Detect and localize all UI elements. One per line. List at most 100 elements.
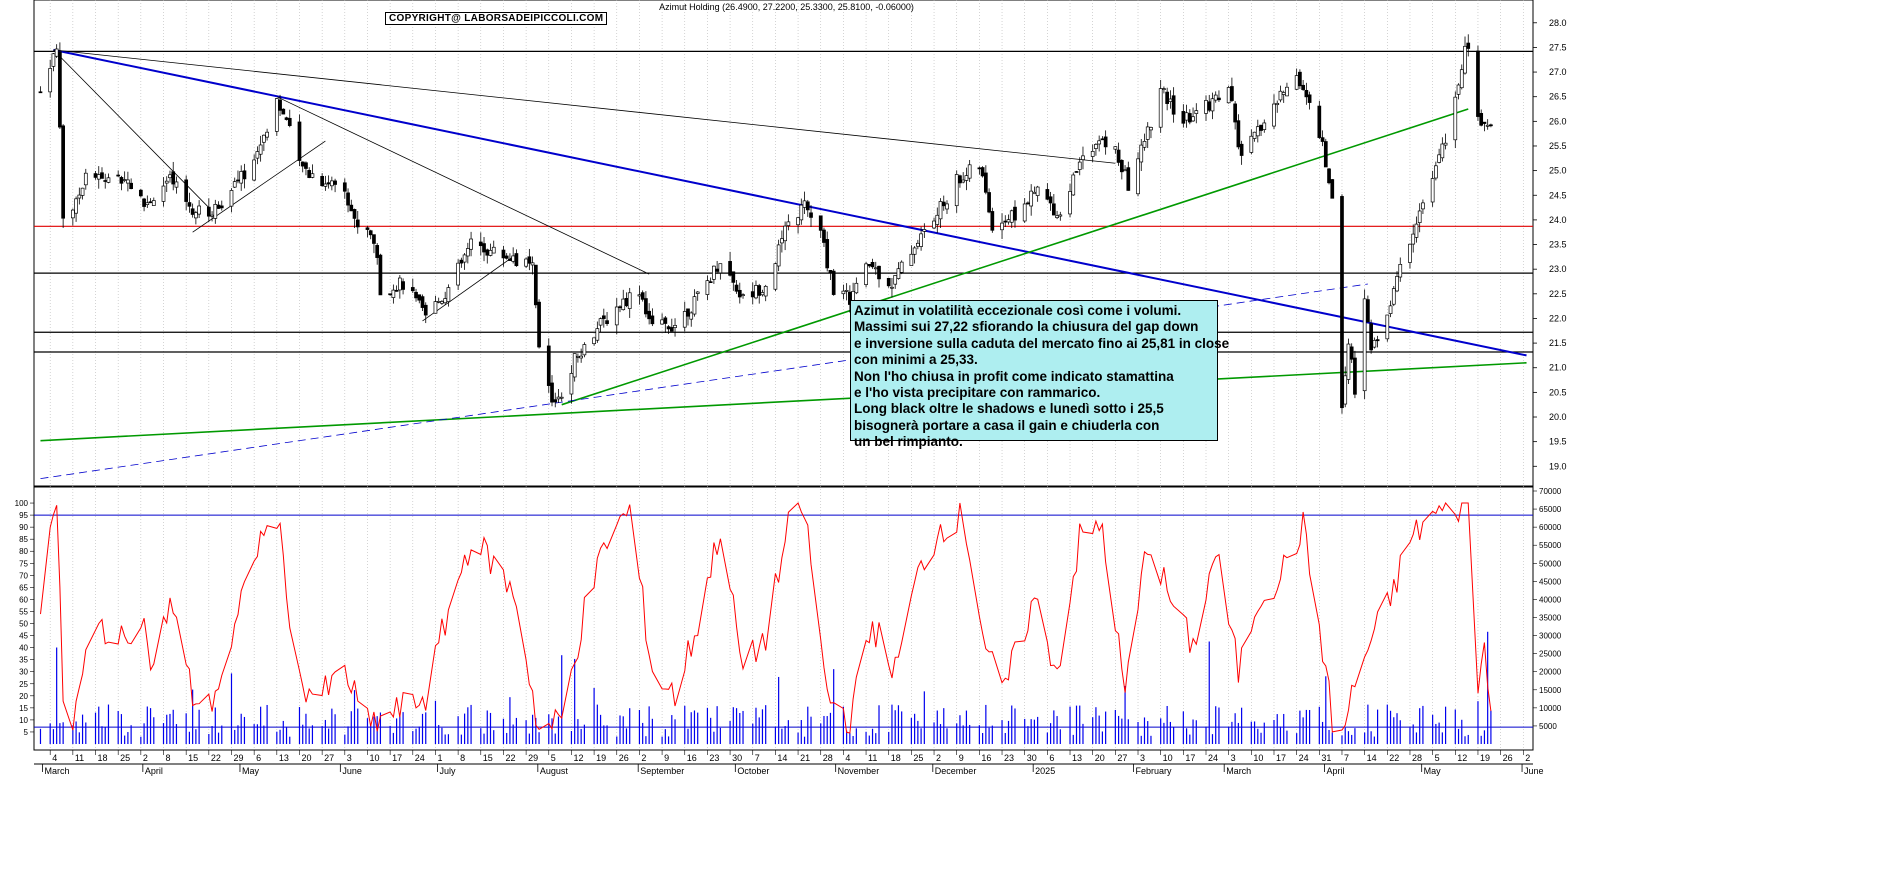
candle-body [932,220,936,229]
candle-body [1236,120,1241,148]
candle-body [469,238,473,250]
candle-body [138,189,143,197]
day-tick-label: 4 [52,753,57,763]
candle-body [274,98,279,132]
day-tick-label: 25 [120,753,130,763]
day-tick-label: 7 [1344,753,1349,763]
candle-body [1168,98,1173,102]
month-label: September [640,766,684,776]
candle-body [867,263,872,267]
price-tick-label: 20.5 [1549,387,1567,397]
volume-tick-label: 40000 [1539,595,1562,604]
oscillator-tick-label: 70 [19,571,28,580]
candle-body [1226,87,1231,104]
candle-body [1294,75,1299,90]
price-tick-label: 26.0 [1549,116,1567,126]
candle-body [1094,144,1098,149]
candle-body [1485,124,1490,127]
month-label: March [44,766,69,776]
candle-body [1482,121,1487,124]
candle-body [1252,131,1257,139]
candle-body [122,179,127,181]
candle-body [1068,191,1072,215]
candle-body [38,91,43,94]
candle-body [501,249,506,259]
day-tick-label: 5 [1435,753,1440,763]
candle-body [741,294,745,296]
oscillator-tick-label: 10 [19,716,28,725]
day-tick-label: 27 [324,753,334,763]
trendline [53,48,1527,357]
candle-body [1097,140,1102,145]
candle-body [346,192,350,206]
candle-body [1149,127,1153,131]
candle-body [151,200,156,206]
candle-body [281,108,286,115]
trendline [40,362,1527,442]
candle-body [436,301,441,303]
candle-body [1349,346,1354,360]
volume-tick-label: 30000 [1539,632,1562,641]
candle-body [1217,97,1221,101]
candle-body [1395,276,1399,292]
candle-body [909,253,914,266]
day-tick-label: 22 [505,753,515,763]
candle-body [372,234,376,244]
oscillator-tick-label: 100 [15,499,29,508]
candle-body [1100,138,1105,141]
candle-body [423,304,428,316]
trendline [53,49,210,208]
candle-body [579,355,584,359]
day-tick-label: 14 [777,753,787,763]
candle-body [1239,143,1244,156]
candle-body [219,205,224,209]
candle-body [1139,144,1144,163]
candle-body [1414,223,1419,238]
candle-body [1187,113,1192,123]
oscillator-tick-label: 85 [19,535,28,544]
day-tick-label: 7 [755,753,760,763]
candle-body [1366,299,1370,323]
day-tick-label: 12 [1457,753,1467,763]
candle-body [1372,339,1377,348]
candle-body [1255,126,1260,137]
candle-body [116,174,121,177]
annotation-line: un bel rimpianto. [854,434,963,450]
candle-body [941,201,946,207]
candle-body [650,315,655,325]
oscillator-line [40,502,1492,734]
candle-body [1411,233,1416,245]
candle-body [1071,174,1076,196]
candle-body [1116,149,1121,163]
day-tick-label: 10 [369,753,379,763]
day-tick-label: 5 [551,753,556,763]
month-label: 2025 [1035,766,1055,776]
candle-body [1000,222,1004,231]
volume-tick-label: 35000 [1539,614,1562,623]
price-tick-label: 23.0 [1549,264,1567,274]
trendline [276,96,650,275]
candle-body [326,182,331,185]
day-tick-label: 9 [959,753,964,763]
day-tick-label: 3 [1231,753,1236,763]
candle-body [485,249,490,256]
annotation-line: e inversione sulla caduta del mercato fi… [854,335,1230,351]
candle-body [964,175,969,181]
candle-body [1035,186,1040,196]
day-tick-label: 25 [913,753,923,763]
candle-body [330,180,334,187]
oscillator-tick-label: 80 [19,547,28,556]
candle-body [1489,124,1493,127]
candle-body [1443,142,1448,146]
candle-body [304,162,308,169]
price-tick-label: 24.0 [1549,215,1567,225]
candle-body [1301,84,1305,90]
candle-body [527,256,532,264]
candle-body [71,209,75,219]
price-pane-frame [33,0,1534,487]
candle-body [206,206,211,217]
oscillator-tick-label: 20 [19,692,28,701]
price-tick-label: 19.5 [1549,437,1567,447]
candle-body [119,177,124,184]
day-tick-label: 26 [619,753,629,763]
